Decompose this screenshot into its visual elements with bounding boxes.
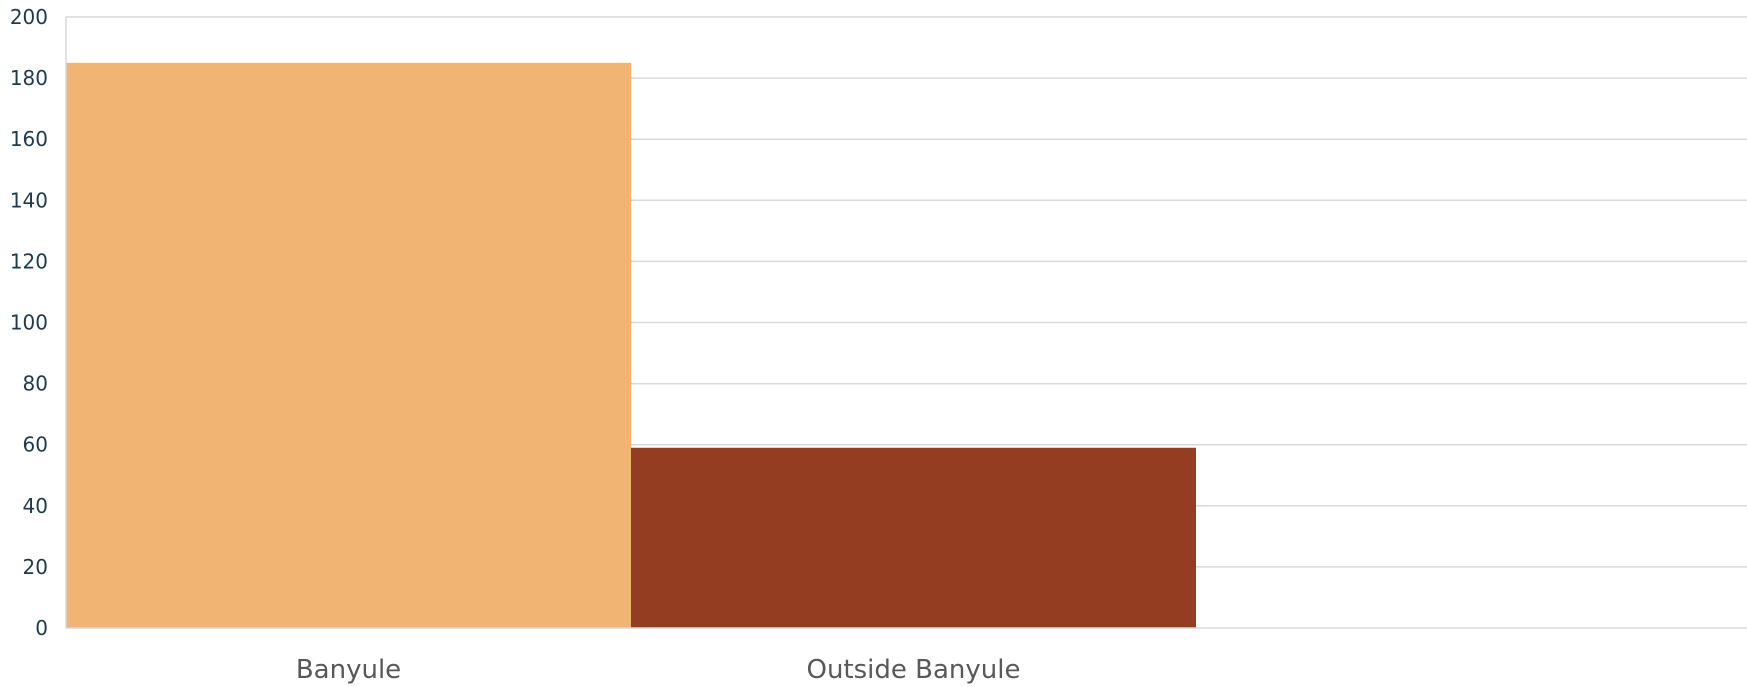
y-tick-label: 200 xyxy=(10,5,48,29)
axes xyxy=(65,17,1747,629)
x-category-label: Outside Banyule xyxy=(806,655,1020,685)
bar-outside-banyule xyxy=(631,447,1196,628)
y-tick-label: 160 xyxy=(10,127,48,151)
y-tick-label: 0 xyxy=(35,616,48,640)
x-category-label: Banyule xyxy=(296,655,401,685)
y-tick-label: 80 xyxy=(23,372,48,396)
bar-banyule xyxy=(66,62,631,628)
bars xyxy=(66,62,1196,628)
y-tick-label: 140 xyxy=(10,188,48,212)
y-tick-label: 180 xyxy=(10,66,48,90)
labels: 0 20 40 60 80 100 120 140 160 180 200 Banyule Outsid… xyxy=(10,5,1021,685)
y-tick-label: 120 xyxy=(10,249,48,273)
y-tick-label: 40 xyxy=(23,494,48,518)
y-tick-label: 100 xyxy=(10,311,48,335)
y-tick-label: 60 xyxy=(23,433,48,457)
y-tick-label: 20 xyxy=(23,555,48,579)
